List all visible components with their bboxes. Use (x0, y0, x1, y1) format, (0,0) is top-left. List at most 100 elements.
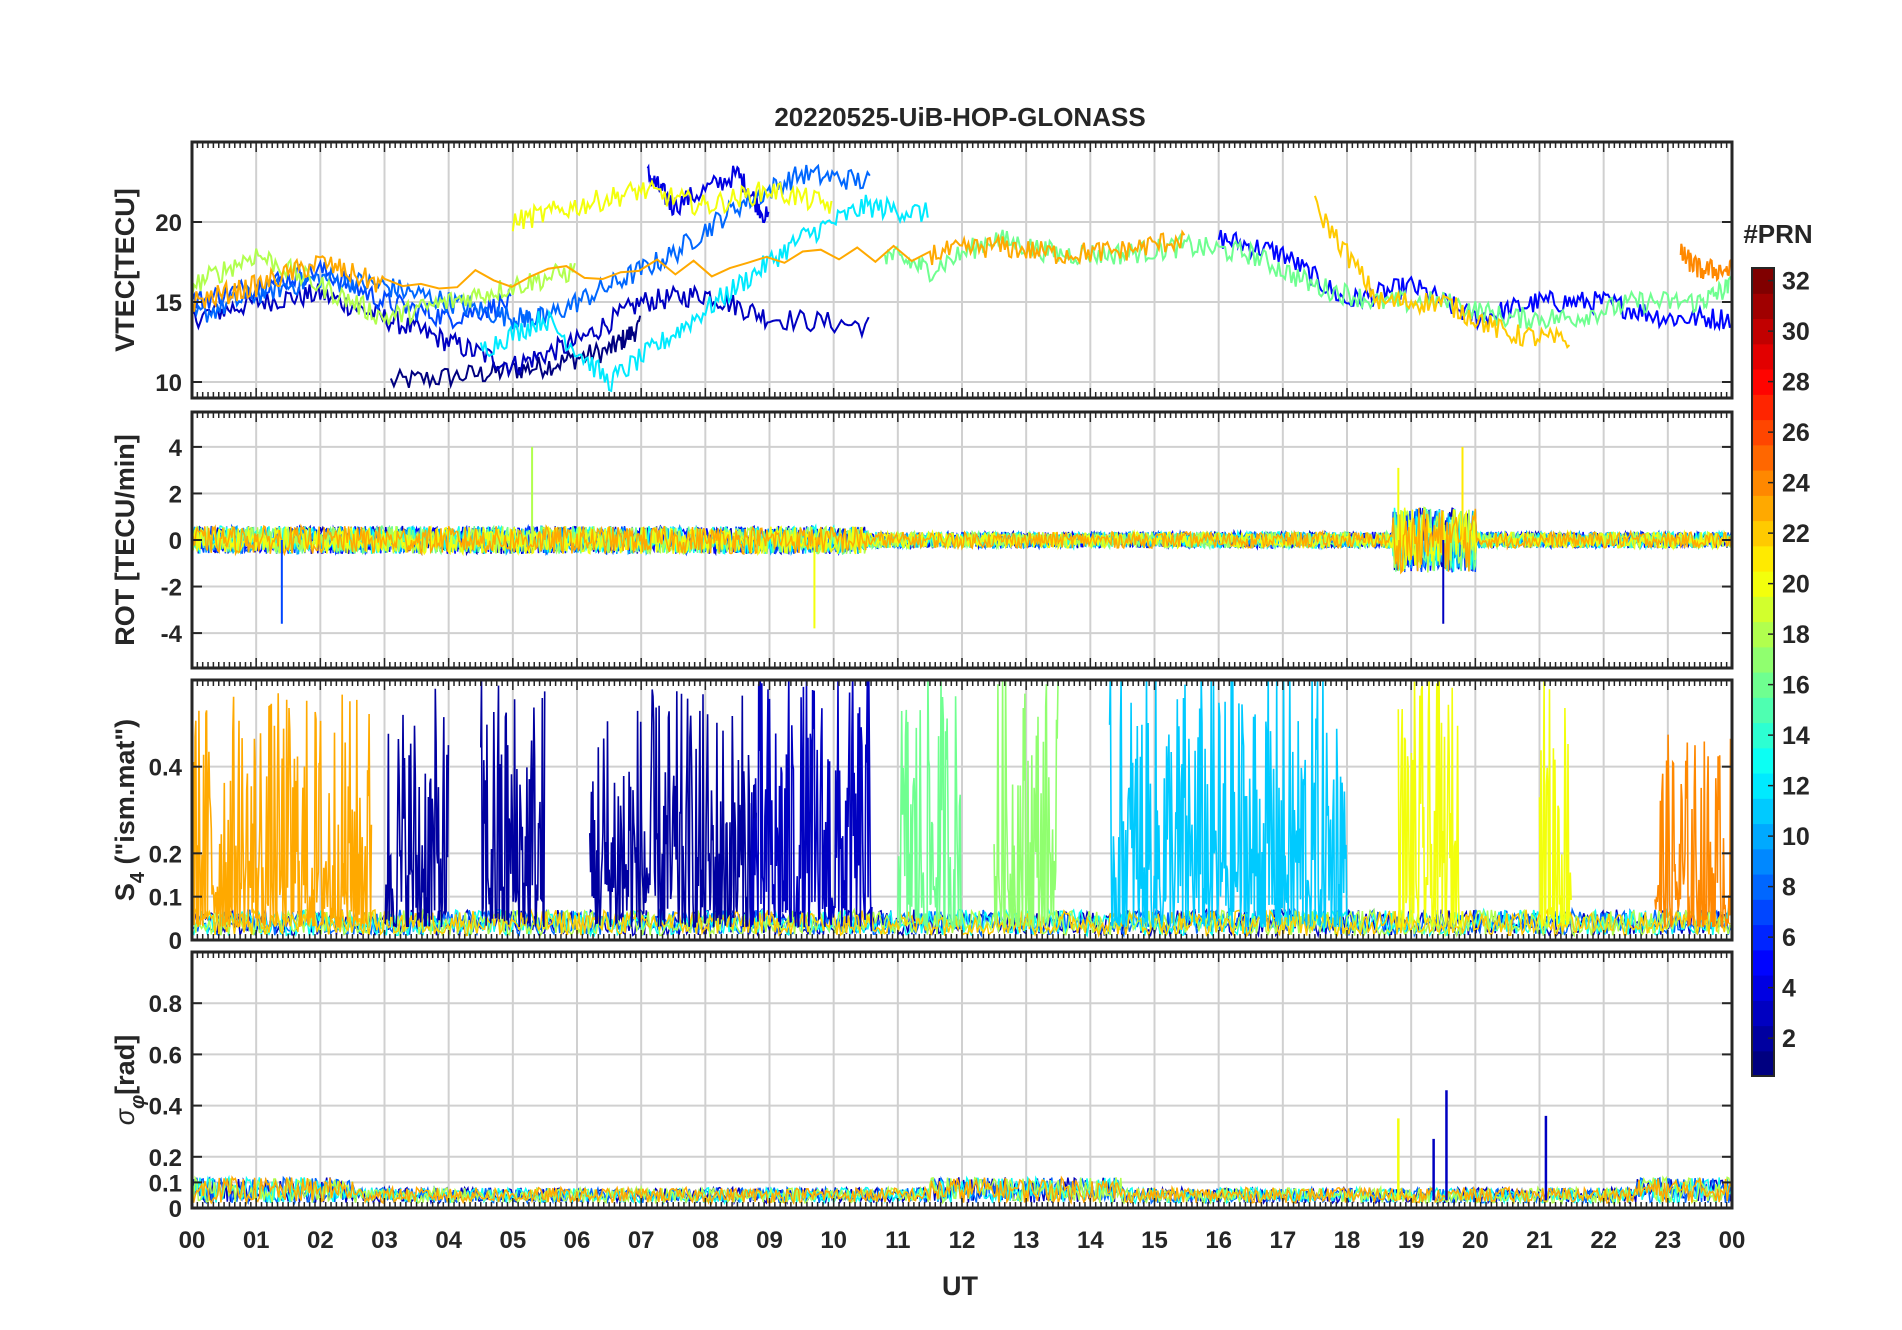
y-tick-label: 0.1 (149, 885, 182, 912)
colorbar-segment (1752, 293, 1774, 320)
s4-burst-prn-2 (480, 680, 546, 928)
x-tick-label: 07 (628, 1227, 655, 1254)
colorbar-segment (1752, 495, 1774, 522)
colorbar-tick-label: 14 (1782, 722, 1810, 750)
y-tick-label: 0 (169, 1196, 182, 1223)
x-tick-label: 18 (1334, 1227, 1361, 1254)
y-tick-label: 0 (169, 528, 182, 555)
y-tick-label: 20 (155, 210, 182, 237)
colorbar-segment (1752, 722, 1774, 749)
x-tick-label: 03 (371, 1227, 398, 1254)
x-tick-label: 08 (692, 1227, 719, 1254)
colorbar-segment (1752, 848, 1774, 875)
x-tick-label: 15 (1141, 1227, 1168, 1254)
y-axis-label: σφ[rad] (110, 1035, 149, 1125)
colorbar-segment (1752, 874, 1774, 900)
y-tick-label: 15 (155, 290, 182, 317)
colorbar-segment (1752, 470, 1774, 496)
s4-burst-prn-17 (993, 680, 1059, 928)
colorbar-tick-label: 18 (1782, 621, 1810, 649)
colorbar-tick-label: 16 (1782, 672, 1810, 700)
x-tick-label: 09 (756, 1227, 783, 1254)
x-tick-label: 00 (179, 1227, 206, 1254)
x-tick-label: 13 (1013, 1227, 1040, 1254)
x-tick-label: 01 (243, 1227, 270, 1254)
colorbar-segment (1752, 949, 1774, 976)
series-line-prn-22 (1313, 195, 1571, 350)
y-tick-label: 0.6 (149, 1042, 182, 1069)
colorbar-segment (1752, 798, 1774, 825)
colorbar-segment (1752, 747, 1774, 774)
colorbar-tick-label: 24 (1782, 470, 1810, 498)
y-label-rest: ("ism.mat") (110, 719, 140, 872)
colorbar-segment (1752, 823, 1774, 850)
rot-series-prn-23 (192, 507, 1732, 575)
series-group (192, 680, 1732, 939)
colorbar-segment (1752, 924, 1774, 951)
s4-burst-prn-2 (383, 688, 450, 928)
x-tick-label: 10 (820, 1227, 847, 1254)
x-tick-label: 22 (1590, 1227, 1617, 1254)
colorbar-tick-label: 30 (1782, 318, 1810, 346)
colorbar-segment (1752, 773, 1774, 799)
series-line-prn-12 (479, 194, 929, 393)
colorbar-segment (1752, 343, 1774, 370)
y-tick-label: 2 (169, 481, 182, 508)
x-tick-label: 06 (564, 1227, 591, 1254)
colorbar-segment (1752, 444, 1774, 471)
series-line-prn-1 (389, 315, 642, 390)
colorbar-segment (1752, 646, 1774, 673)
x-tick-label: 19 (1398, 1227, 1425, 1254)
y-tick-label: 4 (169, 435, 183, 462)
colorbar-segment (1752, 621, 1774, 648)
colorbar-tick-label: 4 (1782, 975, 1796, 1003)
colorbar-tick-label: 2 (1782, 1025, 1796, 1053)
colorbar-tick-label: 8 (1782, 874, 1796, 902)
y-axis-label: VTEC[TECU] (110, 188, 140, 352)
y-label-sub: φ (127, 1095, 149, 1109)
colorbar-tick-label: 10 (1782, 823, 1810, 851)
colorbar-segment (1752, 672, 1774, 698)
colorbar-tick-label: 12 (1782, 773, 1810, 801)
colorbar-segment (1752, 268, 1774, 294)
series-line-prn-23 (192, 229, 1186, 312)
x-tick-label: 21 (1526, 1227, 1553, 1254)
y-tick-label: 0.1 (149, 1170, 182, 1197)
s4-burst-prn-24 (1654, 734, 1732, 929)
series-line-prn-20 (511, 178, 833, 232)
series-group (192, 446, 1732, 629)
colorbar-tick-label: 26 (1782, 419, 1810, 447)
rot-series-prn-20 (192, 507, 1732, 572)
x-tick-label: 17 (1269, 1227, 1296, 1254)
colorbar-segment (1752, 571, 1774, 597)
colorbar-tick-label: 28 (1782, 369, 1810, 397)
s4-burst-prn-23 (192, 693, 373, 930)
x-tick-label: 02 (307, 1227, 334, 1254)
x-tick-label: 00 (1719, 1227, 1746, 1254)
y-tick-label: 0.4 (149, 755, 183, 782)
colorbar-segment (1752, 596, 1774, 623)
colorbar-segment (1752, 419, 1774, 446)
sigma-series-prn-23 (192, 1175, 1732, 1206)
colorbar-frame (1751, 267, 1775, 1077)
y-axis-label: ROT [TECU/min] (110, 434, 140, 645)
colorbar-tick-label: 6 (1782, 924, 1796, 952)
series-group (192, 163, 1732, 393)
y-tick-label: 0.4 (149, 1094, 183, 1121)
s4-burst-prn-2 (589, 689, 757, 928)
panel-sigma_phi: 00.10.20.40.60.8σφ[rad] (110, 950, 1734, 1223)
panel-vtec: 10 15 20 VTEC[TECU] (110, 140, 1734, 400)
s4-baseline-prn-22 (192, 907, 1731, 939)
y-tick-label: 0.2 (149, 1145, 182, 1172)
y-label-sub: 4 (127, 871, 149, 883)
panel-rot: -4 -2 0 2 4 ROT [TECU/min] (110, 410, 1734, 670)
s4-burst-prn-11 (1108, 680, 1348, 928)
s4-burst-prn-16 (897, 680, 963, 929)
y-tick-label: -4 (161, 621, 183, 648)
x-tick-label: 04 (435, 1227, 462, 1254)
y-tick-label: 0 (169, 928, 182, 955)
colorbar-segment (1752, 975, 1774, 1001)
colorbar-tick-label: 20 (1782, 571, 1810, 599)
s4-burst-prn-3 (749, 680, 873, 928)
